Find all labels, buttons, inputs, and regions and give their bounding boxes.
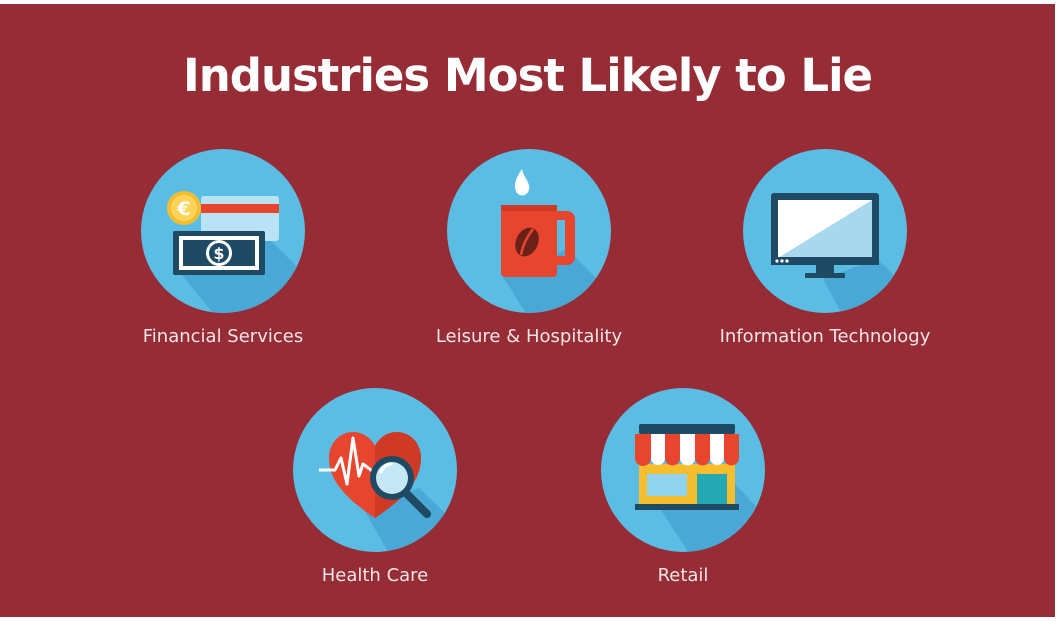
industry-retail: Retail [533, 388, 833, 608]
euro-symbol: € [176, 198, 190, 220]
industry-label: Retail [657, 565, 709, 586]
industry-information-technology: Information Technology [675, 149, 975, 369]
industry-financial-services: $ € Financial Services [73, 149, 373, 369]
monitor-icon [743, 149, 907, 313]
heart-magnifier-icon [293, 388, 457, 552]
industry-label: Health Care [321, 565, 429, 586]
industry-label: Information Technology [719, 326, 931, 347]
industry-health-care: Health Care [225, 388, 525, 608]
money-icon: $ € [141, 149, 305, 313]
industry-label: Leisure & Hospitality [435, 326, 623, 347]
dollar-symbol: $ [213, 244, 224, 263]
industry-leisure-hospitality: Leisure & Hospitality [379, 149, 679, 369]
page-title: Industries Most Likely to Lie [182, 49, 873, 102]
coffee-mug-icon [447, 149, 611, 313]
infographic-panel: Industries Most Likely to Lie $ € [0, 4, 1055, 617]
storefront-icon [601, 388, 765, 552]
industry-label: Financial Services [142, 326, 304, 347]
